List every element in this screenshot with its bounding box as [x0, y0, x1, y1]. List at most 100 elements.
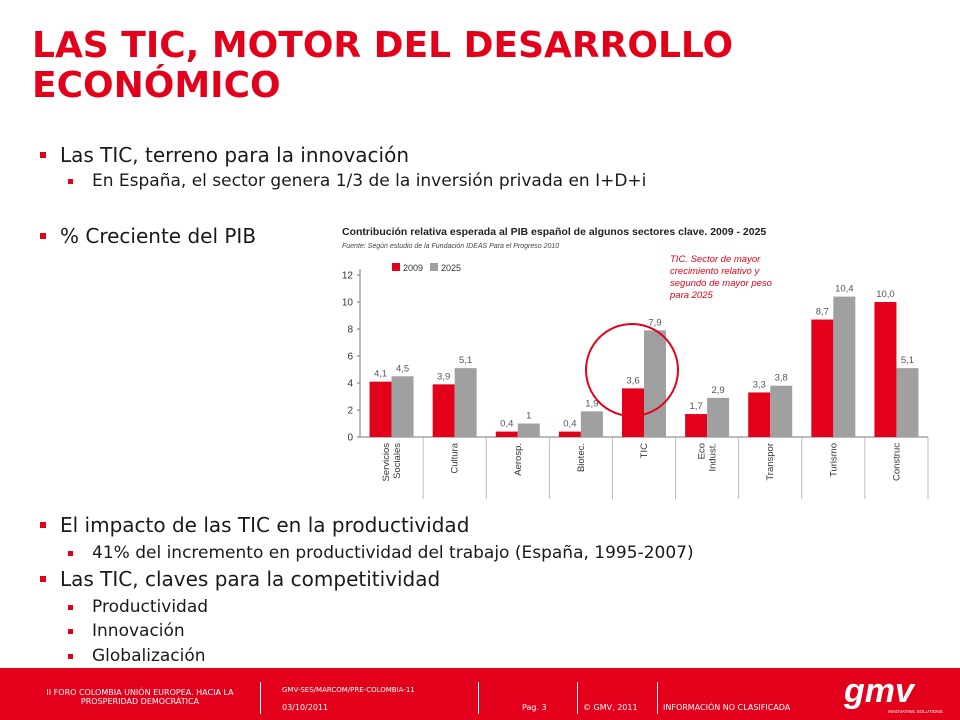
footer-divider — [478, 682, 479, 714]
chart-annotation: TIC. Sector de mayor crecimiento relativo… — [669, 254, 772, 301]
bar-value-label: 3,6 — [626, 375, 639, 386]
footer-date: 03/10/2011 — [282, 703, 329, 712]
gmv-logo: gmv INNOVATING SOLUTIONS — [843, 672, 943, 714]
slide-footer: II FORO COLOMBIA UNIÓN EUROPEA. HACIA LA… — [0, 668, 960, 720]
bar-2025 — [580, 411, 603, 437]
bar-value-label: 5,1 — [459, 355, 472, 366]
y-tick-label: 6 — [347, 352, 353, 363]
bar-value-label: 10,0 — [876, 289, 895, 300]
footer-divider — [657, 682, 658, 714]
bullet-innovation: Las TIC, terreno para la innovación — [40, 143, 409, 167]
bullet-pib: % Creciente del PIB — [40, 224, 256, 248]
bar-value-label: 4,5 — [396, 363, 409, 374]
footer-page: Pag. 3 — [522, 703, 547, 712]
bar-value-label: 4,1 — [374, 369, 387, 380]
y-tick-label: 2 — [347, 406, 353, 417]
legend-swatch-2009 — [392, 263, 400, 271]
chart-bar-labels: 4,1 4,53,95,10,410,41,93,67,91,72,9 3,33,8… — [374, 284, 914, 430]
slide-title: LAS TIC, MOTOR DEL DESARROLLO ECONÓMICO — [32, 26, 932, 106]
bullet-globalizacion: Globalización — [68, 646, 206, 666]
logo-text: gmv — [843, 672, 916, 710]
bullet-square-icon — [68, 629, 73, 634]
bar-2009 — [558, 431, 581, 437]
bar-value-label: 1,9 — [585, 398, 598, 409]
y-tick-label: 4 — [347, 379, 353, 390]
bullet-inversion: En España, el sector genera 1/3 de la in… — [68, 171, 646, 191]
logo-tagline: INNOVATING SOLUTIONS — [888, 709, 943, 714]
bar-2009 — [685, 414, 708, 437]
bar-2009 — [369, 381, 392, 437]
bar-2025 — [770, 385, 793, 437]
x-tick-label: Cultura — [450, 442, 461, 473]
y-tick-label: 12 — [342, 271, 354, 282]
bar-value-label: 3,8 — [775, 373, 788, 384]
chart-title: Contribución relativa esperada al PIB es… — [342, 226, 766, 238]
chart-bars — [369, 296, 919, 437]
bar-2025 — [833, 296, 856, 437]
bar-2025 — [707, 397, 730, 437]
bar-value-label: 1,7 — [690, 401, 703, 412]
bar-value-label: 0,4 — [500, 419, 513, 430]
legend-swatch-2025 — [430, 263, 438, 271]
x-tick-label: Servicios — [381, 443, 392, 482]
bar-2009 — [495, 431, 518, 437]
bar-2009 — [811, 319, 834, 437]
chart-legend: 2009 2025 — [392, 263, 461, 273]
bullet-square-icon — [40, 522, 46, 528]
bullet-square-icon — [68, 654, 73, 659]
bullet-square-icon — [68, 605, 73, 610]
bullet-productividad: Productividad — [68, 597, 208, 617]
x-tick-label: TIC — [639, 443, 650, 458]
y-tick-label: 0 — [347, 433, 353, 444]
legend-label-2025: 2025 — [441, 263, 461, 273]
bar-value-label: 10,4 — [835, 284, 854, 295]
x-tick-label: Construc — [891, 443, 902, 481]
x-tick-label: Biotec. — [576, 443, 587, 472]
x-axis-labels: Servicios Sociales Cultura Aerosp. Biotec. TI… — [381, 437, 929, 499]
footer-copyright: © GMV, 2011 — [583, 703, 638, 712]
x-tick-label: Aerosp. — [513, 443, 524, 476]
bullet-competitividad: Las TIC, claves para la competitividad — [40, 567, 440, 591]
bar-2025 — [391, 376, 414, 437]
bullet-productividad-impacto: El impacto de las TIC en la productivida… — [40, 513, 469, 537]
bullet-innovacion: Innovación — [68, 621, 185, 641]
x-tick-label: Sociales — [392, 443, 403, 479]
footer-classification: INFORMACIÓN NO CLASIFICADA — [663, 703, 791, 712]
footer-doc-ref: GMV-SES/MARCOM/PRE-COLOMBIA-11 — [282, 686, 415, 694]
chart-subtitle: Fuente: Según estudio de la Fundación ID… — [342, 243, 559, 250]
bullet-square-icon — [40, 152, 46, 158]
bullet-square-icon — [40, 233, 46, 239]
legend-label-2009: 2009 — [403, 263, 423, 273]
tic-highlight-circle — [585, 323, 679, 417]
bar-2009 — [432, 384, 455, 437]
bar-2025 — [517, 423, 540, 437]
bar-2009 — [874, 302, 897, 437]
bar-2025 — [644, 330, 666, 437]
bar-value-label: 7,9 — [648, 317, 661, 328]
bar-value-label: 1 — [526, 411, 531, 422]
bar-2025 — [454, 368, 477, 437]
bar-value-label: 3,3 — [753, 379, 766, 390]
x-tick-label: Turismo — [828, 443, 839, 477]
bar-value-label: 0,4 — [563, 419, 576, 430]
pib-contribution-chart: Contribución relativa esperada al PIB es… — [342, 226, 929, 499]
footer-divider — [260, 682, 261, 714]
y-tick-label: 8 — [347, 325, 353, 336]
bullet-square-icon — [68, 551, 73, 556]
x-tick-label: Indust. — [708, 443, 719, 472]
title-line-1: LAS TIC, MOTOR DEL DESARROLLO — [32, 25, 734, 66]
bar-value-label: 8,7 — [816, 307, 829, 318]
bar-value-label: 3,9 — [437, 371, 450, 382]
y-tick-label: 10 — [342, 298, 354, 309]
x-tick-label: Transpor — [765, 443, 776, 481]
footer-divider — [577, 682, 578, 714]
bullet-square-icon — [68, 179, 73, 184]
title-line-2: ECONÓMICO — [32, 65, 281, 106]
bar-2009 — [748, 392, 771, 437]
bullet-incremento: 41% del incremento en productividad del … — [68, 543, 694, 563]
bullet-square-icon — [40, 576, 46, 582]
bar-value-label: 2,9 — [712, 385, 725, 396]
bar-2009 — [622, 388, 644, 437]
footer-event: II FORO COLOMBIA UNIÓN EUROPEA. HACIA LA… — [46, 688, 234, 706]
bar-2025 — [896, 368, 919, 437]
